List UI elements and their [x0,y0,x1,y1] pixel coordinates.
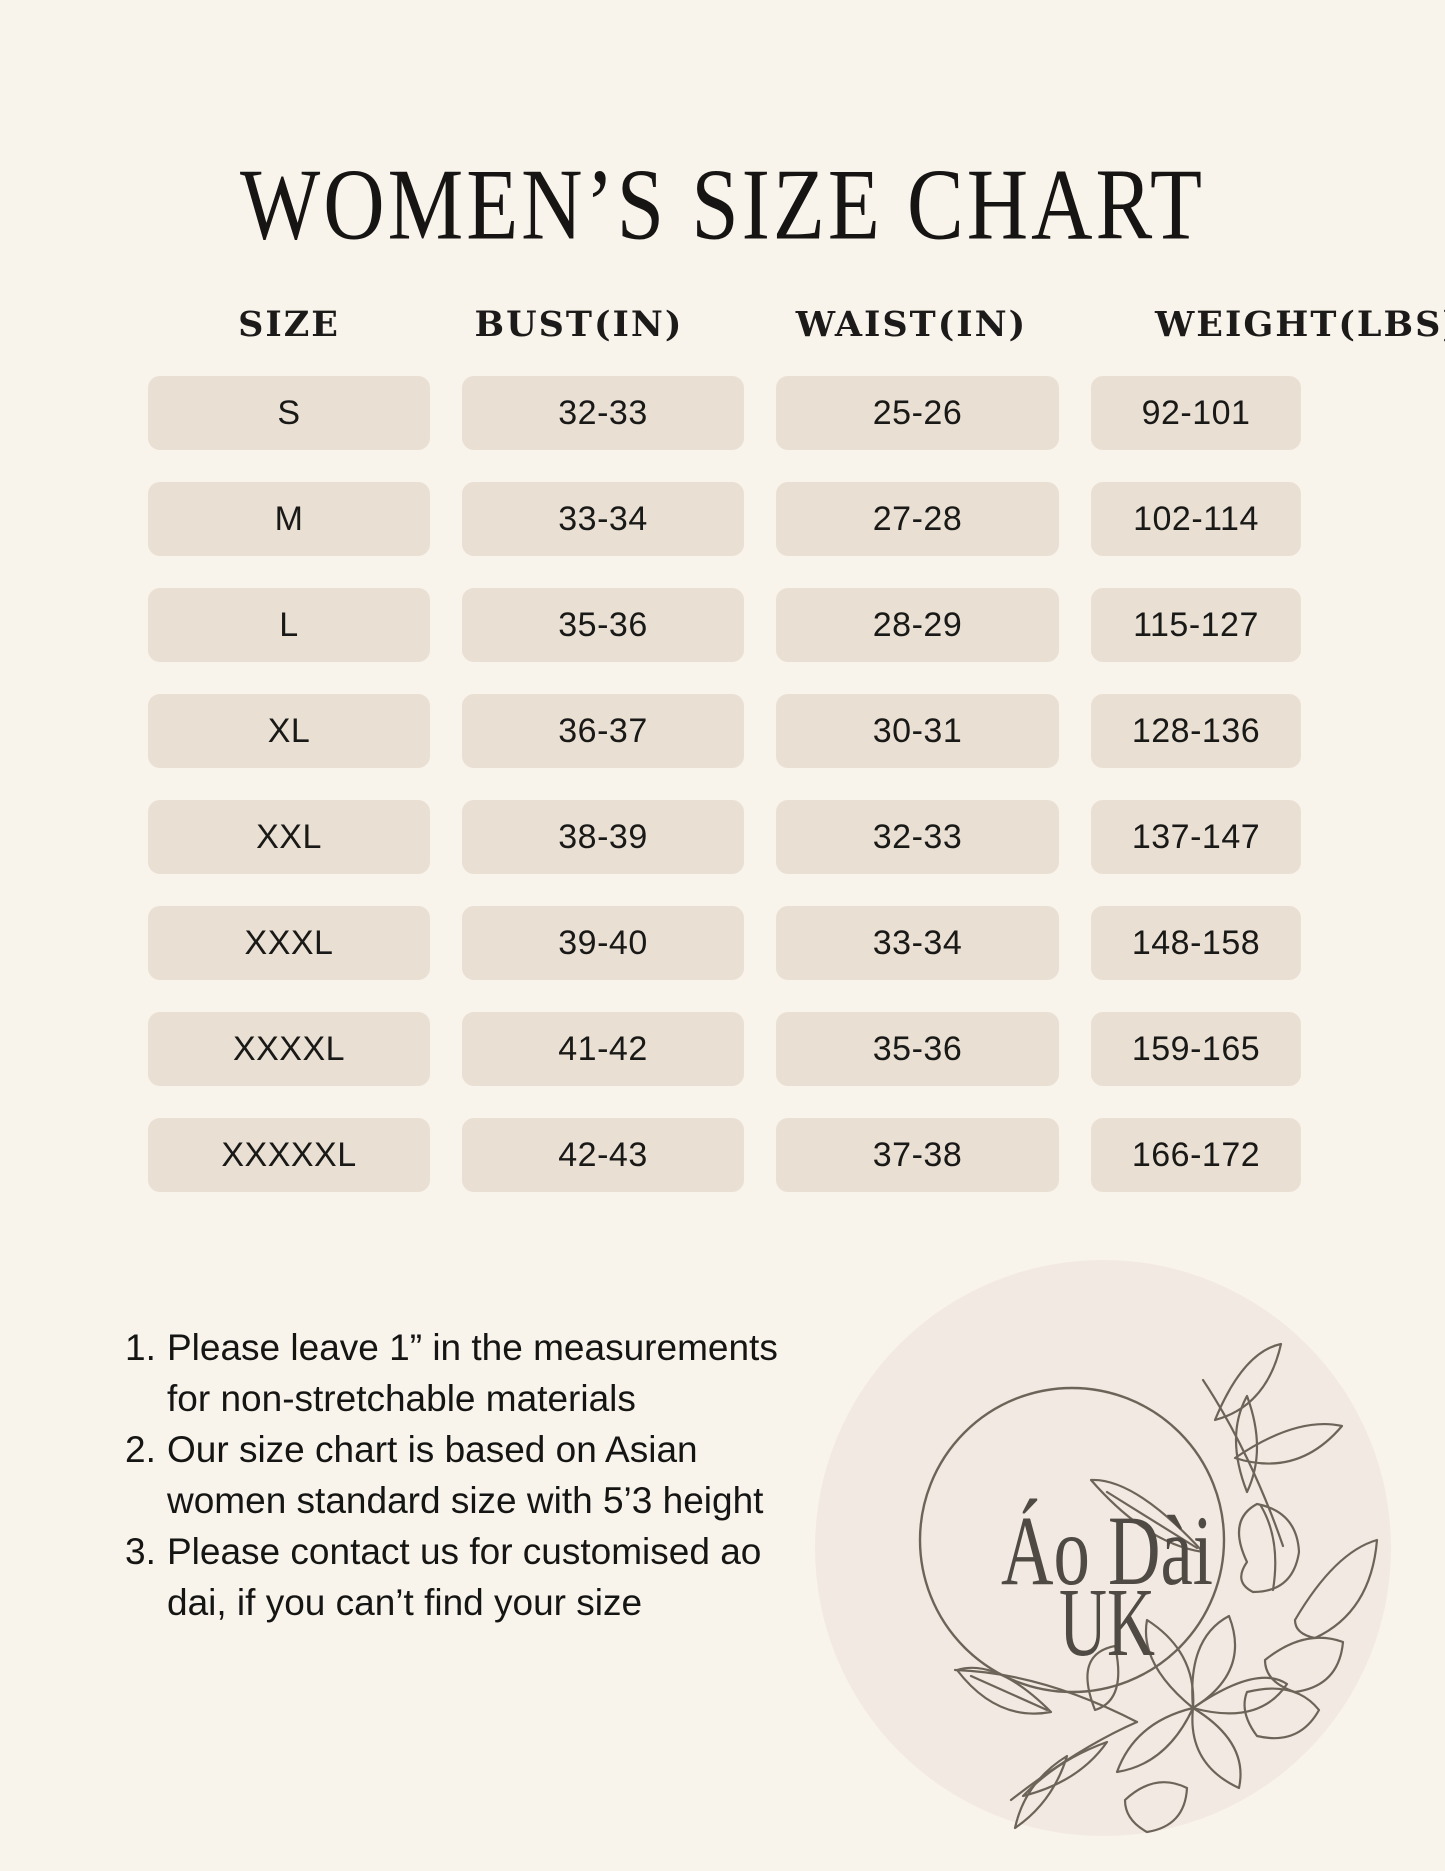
table-cell-waist: 35-36 [776,1012,1059,1086]
table-header-row: SIZE BUST(IN) WAIST(IN) WEIGHT(LBS) [148,304,1445,346]
logo-wordmark-line2: UK [1059,1569,1155,1676]
brand-logo: Áo Dài UK [795,1240,1415,1865]
table-cell-size: XXXL [148,906,430,980]
note-item: 2. Our size chart is based on Asian wome… [125,1424,778,1526]
note-line: Please leave 1” in the measurements [167,1327,778,1368]
table-cell-size: L [148,588,430,662]
table-cell-weight: 166-172 [1091,1118,1301,1192]
table-cell-bust: 35-36 [462,588,744,662]
table-cell-size: S [148,376,430,450]
table-cell-size: M [148,482,430,556]
column-header-size: SIZE [238,304,340,345]
table-cell-weight: 92-101 [1091,376,1301,450]
table-cell-weight: 137-147 [1091,800,1301,874]
table-cell-weight: 159-165 [1091,1012,1301,1086]
note-text: Please contact us for customised ao dai,… [167,1526,761,1628]
table-cell-waist: 28-29 [776,588,1059,662]
note-item: 3. Please contact us for customised ao d… [125,1526,778,1628]
note-line: women standard size with 5’3 height [167,1480,764,1521]
table-cell-bust: 33-34 [462,482,744,556]
table-cell-size: XL [148,694,430,768]
column-header-waist: WAIST(IN) [795,304,1028,345]
note-line: Please contact us for customised ao [167,1531,762,1572]
table-cell-bust: 36-37 [462,694,744,768]
note-item: 1. Please leave 1” in the measurements f… [125,1322,778,1424]
column-header-weight: WEIGHT(LBS) [1155,304,1445,345]
notes-list: 1. Please leave 1” in the measurements f… [125,1322,778,1628]
table-cell-waist: 27-28 [776,482,1059,556]
column-header-bust: BUST(IN) [474,304,684,345]
table-cell-waist: 30-31 [776,694,1059,768]
table-cell-bust: 32-33 [462,376,744,450]
note-text: Our size chart is based on Asian women s… [167,1424,763,1526]
table-cell-weight: 115-127 [1091,588,1301,662]
note-number: 1. [125,1327,156,1368]
table-cell-waist: 25-26 [776,376,1059,450]
note-number: 3. [125,1531,156,1572]
table-cell-weight: 128-136 [1091,694,1301,768]
table-cell-waist: 32-33 [776,800,1059,874]
table-cell-waist: 37-38 [776,1118,1059,1192]
note-text: Please leave 1” in the measurements for … [167,1322,778,1424]
note-number: 2. [125,1429,156,1470]
size-table: S 32-33 25-26 92-101 M 33-34 27-28 102-1… [148,376,1301,1192]
floral-ornament-icon [953,1342,1379,1834]
table-cell-size: XXL [148,800,430,874]
page-title: WOMEN’S SIZE CHART [240,148,1205,262]
table-cell-bust: 42-43 [462,1118,744,1192]
logo-wordmark-line1: Áo Dài [1001,1495,1213,1606]
note-line: Our size chart is based on Asian [167,1429,698,1470]
note-line: dai, if you can’t find your size [167,1582,643,1623]
table-cell-bust: 38-39 [462,800,744,874]
table-cell-weight: 148-158 [1091,906,1301,980]
table-cell-weight: 102-114 [1091,482,1301,556]
note-line: for non-stretchable materials [167,1378,636,1419]
table-cell-bust: 41-42 [462,1012,744,1086]
table-cell-size: XXXXL [148,1012,430,1086]
table-cell-waist: 33-34 [776,906,1059,980]
logo-ring [918,1386,1226,1694]
table-cell-bust: 39-40 [462,906,744,980]
table-cell-size: XXXXXL [148,1118,430,1192]
